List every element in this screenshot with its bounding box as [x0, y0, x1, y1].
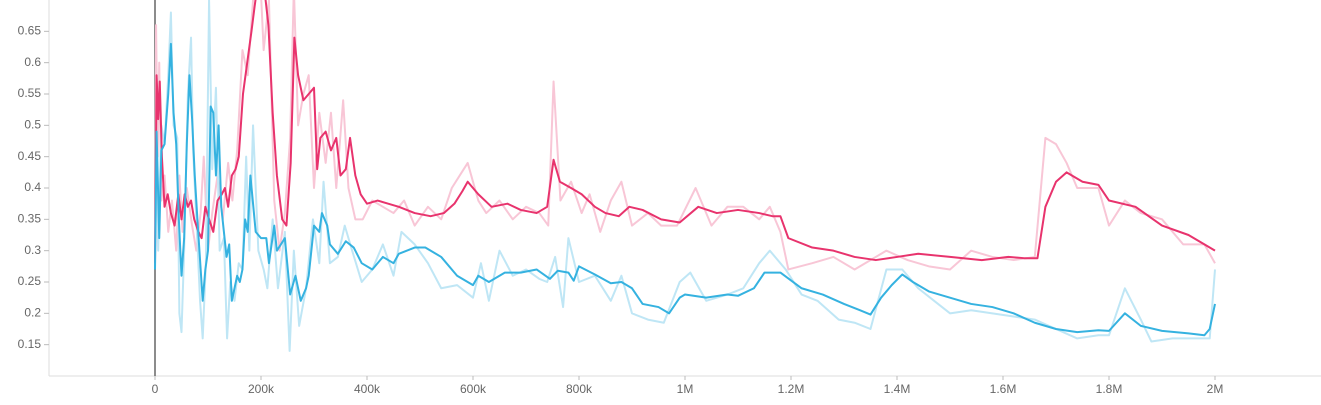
y-tick-label: 0.35 [18, 212, 42, 226]
x-tick-label: 800k [566, 382, 593, 396]
x-tick-label: 1.4M [884, 382, 911, 396]
y-tick-label: 0.55 [18, 86, 42, 100]
x-tick-label: 200k [248, 382, 275, 396]
x-tick-label: 1.8M [1096, 382, 1123, 396]
y-tick-label: 0.45 [18, 149, 42, 163]
x-tick-label: 1.2M [778, 382, 805, 396]
x-tick-label: 2M [1207, 382, 1224, 396]
series-line [154, 0, 1216, 271]
plot-area [154, 0, 1216, 352]
x-tick-label: 1M [677, 382, 694, 396]
x-tick-label: 1.6M [990, 382, 1017, 396]
y-tick-label: 0.3 [24, 243, 41, 257]
x-tick-label: 400k [354, 382, 381, 396]
y-tick-label: 0.65 [18, 24, 42, 38]
y-tick-label: 0.2 [24, 306, 41, 320]
y-tick-label: 0.4 [24, 180, 41, 194]
y-tick-label: 0.15 [18, 337, 42, 351]
x-tick-label: 0 [152, 382, 159, 396]
y-tick-label: 0.25 [18, 274, 42, 288]
axes: 0 200k 400k 600k 800k 1M 1.2M 1.4M 1.6M 1.8M 2M 0.1… [18, 0, 1321, 396]
y-tick-label: 0.6 [24, 55, 41, 69]
y-tick-label: 0.5 [24, 118, 41, 132]
series-line [154, 42, 1216, 337]
x-tick-label: 600k [460, 382, 487, 396]
